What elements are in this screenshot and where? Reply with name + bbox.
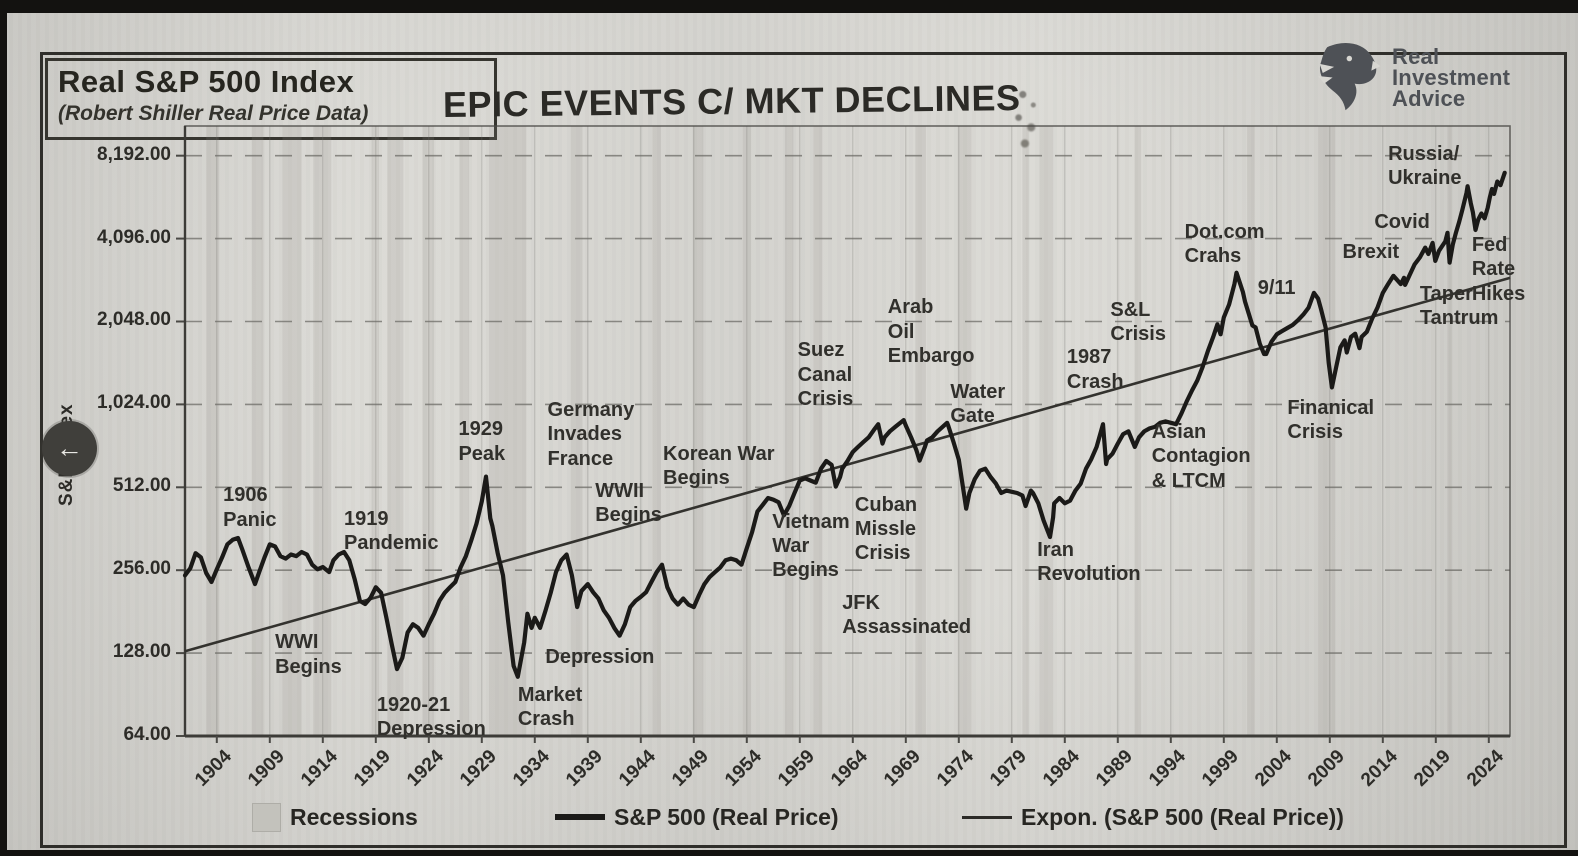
y-tick-label: 1,024.00 bbox=[97, 392, 171, 414]
y-tick-label: 256.00 bbox=[112, 558, 171, 580]
brand-line-3: Advice bbox=[1392, 85, 1466, 111]
recession-band bbox=[784, 126, 794, 736]
recession-band bbox=[313, 126, 332, 736]
event-annotation: WWII Begins bbox=[595, 479, 662, 527]
page-title: EPIC EVENTS C/ MKT DECLINES bbox=[442, 76, 1021, 126]
eagle-icon bbox=[1306, 38, 1382, 119]
plot-area: 8,192.00 4,096.00 2,048.00 1,024.00 512.00 25… bbox=[97, 125, 1525, 791]
event-annotation: Arab Oil Embargo bbox=[887, 296, 975, 368]
event-annotation: JFK Assassinated bbox=[842, 592, 972, 639]
recession-band bbox=[1318, 126, 1336, 736]
event-annotation: 9/11 bbox=[1257, 276, 1296, 299]
recession-band bbox=[1447, 126, 1452, 736]
recession-band bbox=[282, 126, 302, 736]
event-annotation: Germany Invades France bbox=[547, 399, 635, 470]
event-annotation: 1920-21 Depression bbox=[376, 693, 486, 740]
photo-edge-bottom bbox=[0, 850, 1578, 856]
legend-label: Expon. (S&P 500 (Real Price)) bbox=[1021, 803, 1344, 830]
recession-band bbox=[652, 126, 661, 736]
event-annotation: 1987 Crash bbox=[1066, 346, 1124, 393]
left-arrow-icon: ← bbox=[56, 433, 83, 463]
legend-item-recessions: Recessions bbox=[252, 800, 418, 834]
event-annotation: S&L Crisis bbox=[1110, 298, 1166, 346]
recession-band bbox=[570, 126, 583, 736]
recession-band bbox=[251, 126, 264, 736]
photo-edge-left bbox=[0, 0, 7, 856]
y-tick-label: 4,096.00 bbox=[97, 226, 171, 248]
legend-label: S&P 500 (Real Price) bbox=[614, 803, 839, 830]
recession-band bbox=[692, 126, 704, 736]
sp500-price-line bbox=[182, 170, 1507, 679]
recession-band bbox=[813, 126, 823, 736]
event-annotation: Water Gate bbox=[950, 380, 1006, 427]
y-tick-label: 64.00 bbox=[123, 724, 171, 745]
event-annotation: Dot.com Crahs bbox=[1184, 220, 1265, 267]
event-annotation: WWI Begins bbox=[275, 631, 342, 678]
title-box: Real S&P 500 Index (Robert Shiller Real … bbox=[45, 58, 497, 140]
thin-line-swatch bbox=[962, 815, 1012, 819]
recession-band bbox=[371, 126, 379, 736]
legend-label: Recessions bbox=[290, 803, 418, 830]
event-annotation: Suez Canal Crisis bbox=[797, 339, 854, 411]
recession-band bbox=[422, 126, 435, 736]
recession-band bbox=[742, 126, 752, 736]
event-annotation: Finanical Crisis bbox=[1287, 396, 1375, 444]
event-annotation: Taper Tantrum bbox=[1419, 282, 1499, 330]
y-tick-label: 512.00 bbox=[112, 475, 171, 497]
chart-canvas bbox=[176, 125, 1511, 743]
chart-title: Real S&P 500 Index bbox=[58, 64, 355, 99]
event-annotation: Russia/ Ukraine bbox=[1388, 142, 1462, 190]
thick-line-swatch bbox=[555, 814, 605, 820]
recession-swatch bbox=[252, 802, 281, 832]
chart-subtitle: (Robert Shiller Real Price Data) bbox=[58, 102, 369, 125]
recession-band bbox=[1022, 126, 1029, 736]
event-annotation: Fed Rate Hikes bbox=[1471, 233, 1526, 305]
brand-line-1: Real bbox=[1392, 44, 1440, 70]
chart-frame bbox=[40, 52, 1567, 848]
ink-smudge bbox=[1006, 84, 1048, 154]
event-annotation: 1906 Panic bbox=[223, 484, 277, 531]
recession-band bbox=[459, 126, 470, 736]
event-annotation: Market Crash bbox=[517, 683, 583, 730]
y-tick-label: 2,048.00 bbox=[97, 309, 171, 331]
brand-name: Real Investment Advice bbox=[1392, 44, 1511, 111]
brand-logo: Real Investment Advice bbox=[1306, 38, 1510, 119]
recession-band bbox=[1134, 126, 1142, 736]
event-annotation: Iran Revolution bbox=[1037, 539, 1141, 586]
event-annotation: 1929 Peak bbox=[458, 418, 506, 465]
event-annotation: Covid bbox=[1374, 211, 1430, 234]
recession-band bbox=[1039, 126, 1054, 736]
event-annotation: Korean War Begins bbox=[663, 442, 775, 490]
legend-item-expon: Expon. (S&P 500 (Real Price)) bbox=[962, 800, 1344, 834]
event-annotation: Asian Contagion & LTCM bbox=[1151, 420, 1251, 492]
recession-band bbox=[1247, 126, 1255, 736]
event-annotation: Cuban Missle Crisis bbox=[854, 493, 918, 565]
legend-item-sp500: S&P 500 (Real Price) bbox=[555, 800, 839, 834]
photo-edge-top bbox=[0, 0, 1578, 13]
event-annotation: Vietnam War Begins bbox=[772, 510, 850, 582]
recession-band bbox=[387, 126, 404, 736]
event-annotation: Depression bbox=[545, 645, 655, 668]
event-annotation: 1919 Pandemic bbox=[344, 507, 439, 555]
back-button[interactable]: ← bbox=[42, 421, 97, 476]
recession-band bbox=[915, 126, 926, 736]
y-tick-label: 128.00 bbox=[112, 641, 171, 663]
recession-band bbox=[206, 126, 219, 736]
brand-line-2: Investment bbox=[1392, 65, 1511, 91]
event-annotation: Brexit bbox=[1342, 240, 1400, 263]
y-tick-label: 8,192.00 bbox=[97, 143, 171, 165]
